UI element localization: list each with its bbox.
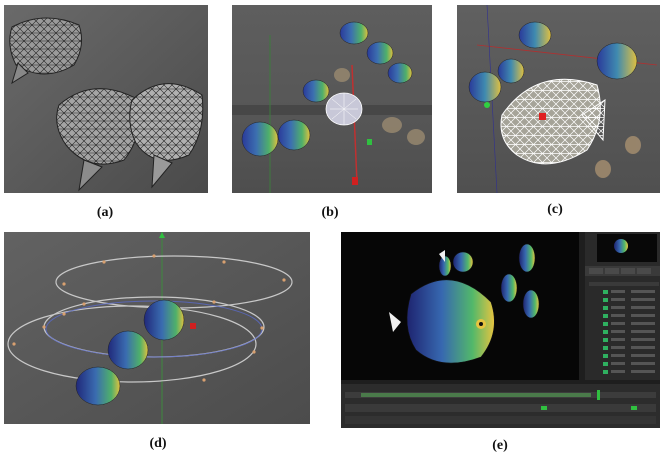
caption-d: (d)	[149, 436, 167, 451]
wireframe-fish-2	[56, 88, 141, 192]
fish-on-path	[75, 299, 185, 406]
panel-a-wireframe	[4, 5, 208, 193]
wireframe-fish-selected	[325, 92, 363, 126]
selected-fish-wireframe	[500, 78, 606, 165]
wireframe-fish-1	[9, 17, 83, 85]
panel-d-motion-paths	[4, 232, 310, 424]
caption-a: (a)	[96, 205, 114, 220]
textured-fish	[241, 21, 413, 157]
timeline	[341, 384, 660, 428]
wireframe-fish-3	[129, 83, 204, 189]
caption-b: (b)	[321, 205, 339, 220]
layer-list	[589, 282, 659, 374]
panel-c-wireframe-overlay	[457, 5, 660, 193]
panel-e-editor	[341, 232, 660, 428]
panel-b-fish-school	[232, 5, 432, 193]
caption-e: (e)	[492, 438, 508, 453]
render-fish-large	[389, 279, 495, 364]
caption-c: (c)	[547, 202, 563, 217]
